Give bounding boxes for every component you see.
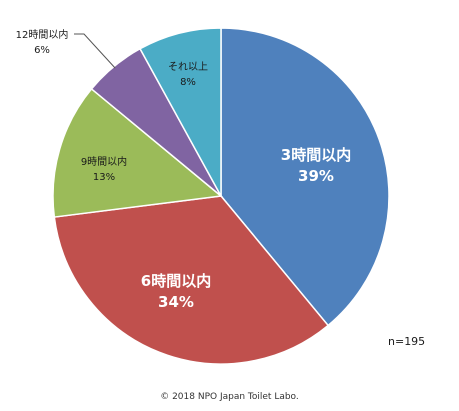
slice-percent-9h: 13% <box>93 172 115 183</box>
slice-percent-6h: 34% <box>158 293 194 311</box>
slice-percent-12h: 6% <box>34 45 50 56</box>
slice-label-12h: 12時間以内 <box>16 28 69 41</box>
slice-label-over: それ以上 <box>168 61 208 73</box>
pie-slice-6h <box>53 195 330 365</box>
pie-slice-3h <box>220 27 390 327</box>
pie-slice-over <box>139 27 222 197</box>
slice-label-6h: 6時間以内 <box>141 272 211 290</box>
slice-label-9h: 9時間以内 <box>81 155 127 168</box>
sample-size-label: n=195 <box>388 335 426 348</box>
slice-percent-3h: 39% <box>298 167 334 185</box>
pie-slice-9h <box>52 87 223 218</box>
slice-label-3h: 3時間以内 <box>281 146 351 164</box>
slice-percent-over: 8% <box>180 77 196 88</box>
copyright-notice: © 2018 NPO Japan Toilet Labo. <box>160 392 299 402</box>
leader-line-12h <box>74 33 116 69</box>
